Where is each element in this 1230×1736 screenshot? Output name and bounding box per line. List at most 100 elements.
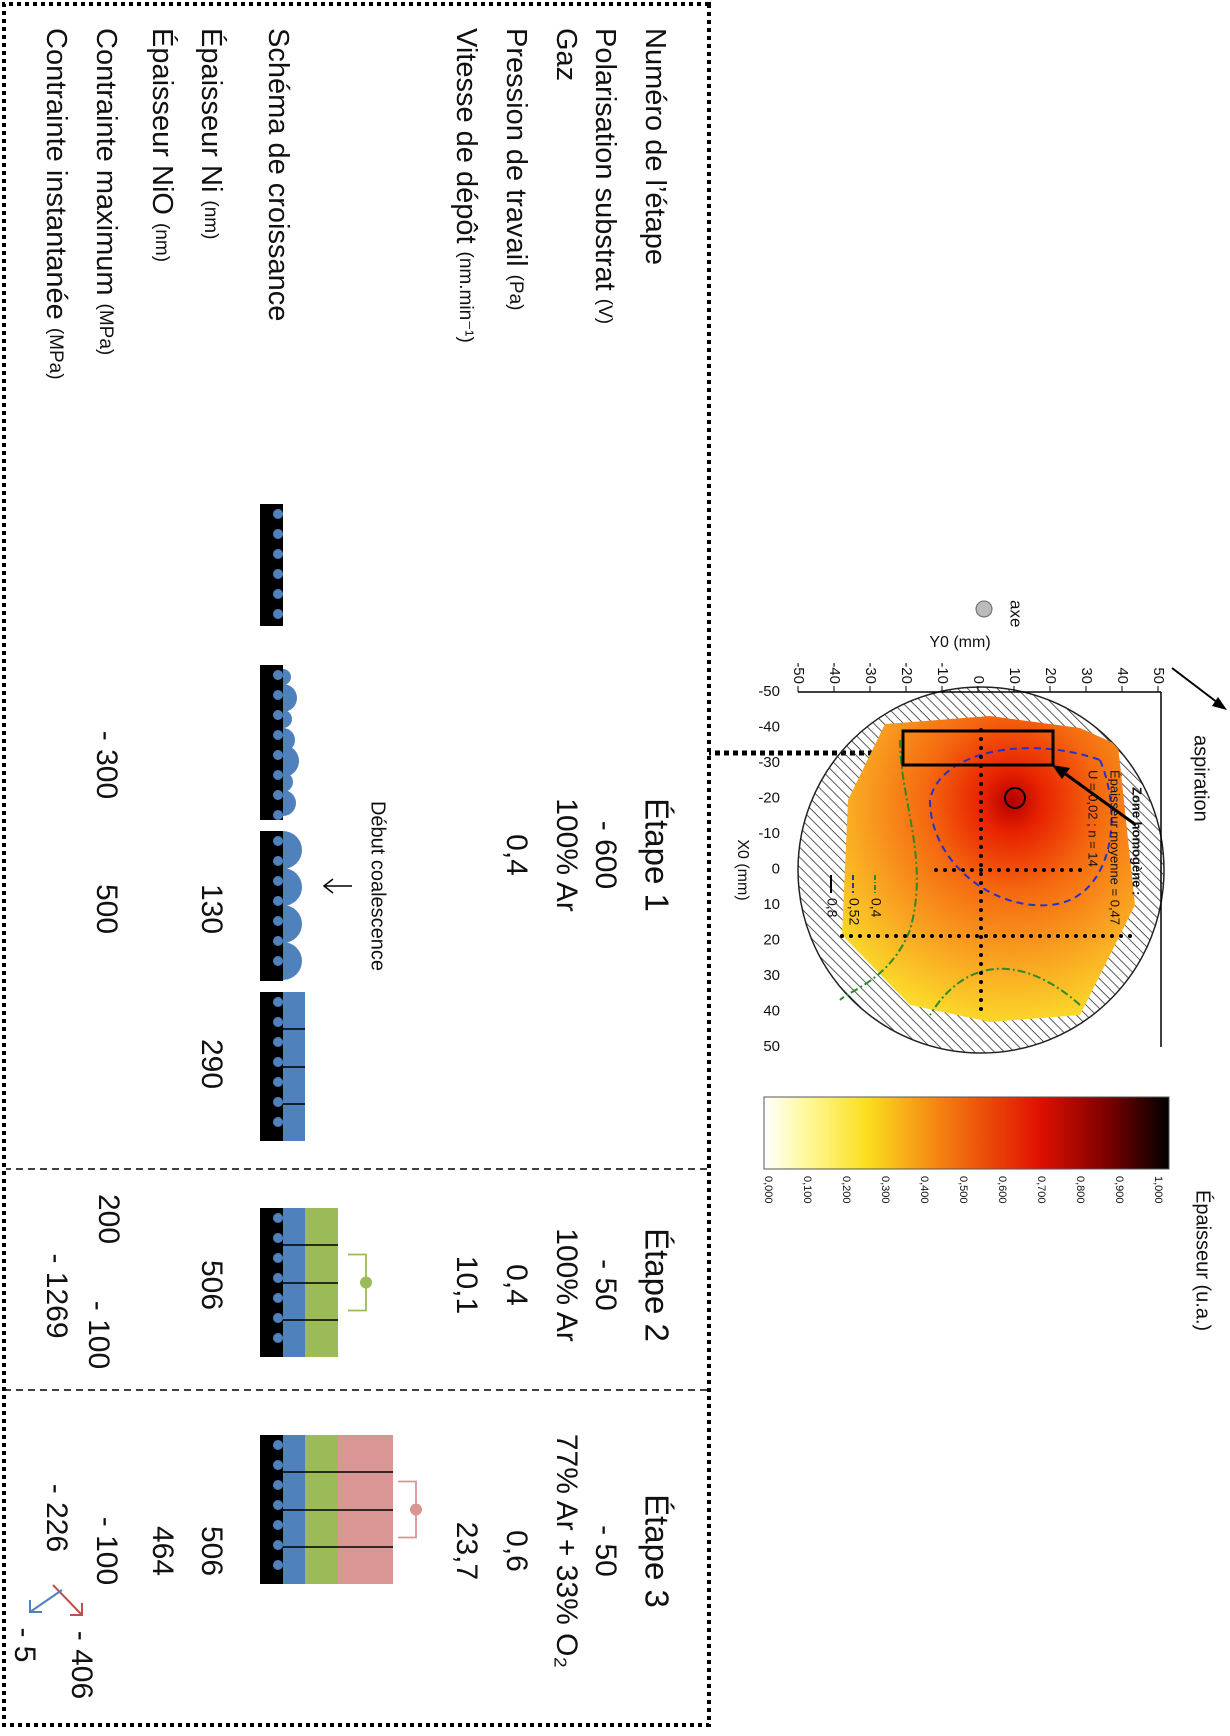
colorbar-tick: 0,000 (762, 1176, 774, 1204)
label-unit: (nm) (200, 200, 221, 239)
measure-point (1047, 934, 1051, 938)
measure-point (979, 917, 983, 921)
measure-point (979, 962, 983, 966)
colorbar-tick: 0,100 (801, 1176, 813, 1204)
label-text: Schéma de croissance (262, 28, 294, 321)
x-tick-label: 10 (763, 896, 780, 913)
arrow-head (1052, 765, 1070, 779)
label-text: Pression de travail (500, 28, 532, 267)
measure-point (840, 934, 844, 938)
contour-08 (1004, 787, 1026, 809)
measure-point (988, 868, 992, 872)
nucleus (273, 956, 283, 966)
x-tick-label: -10 (758, 825, 780, 842)
stress-inst: - 226 (40, 1484, 73, 1552)
zone-u: U = 0,02 ; n = 14 (1086, 770, 1101, 867)
arrow-head (70, 1603, 83, 1616)
row-label: Vitesse de dépôt (nm.min⁻¹) (450, 28, 482, 343)
row-label: Épaisseur Ni (nm) (195, 28, 228, 239)
x-tick-label: 40 (763, 1002, 780, 1019)
measure-point (858, 934, 862, 938)
label-unit: (MPa) (45, 328, 66, 380)
measure-point (952, 868, 956, 872)
legend-label: 0,8 (824, 898, 840, 918)
measure-point (894, 934, 898, 938)
vitesse: 23,7 (450, 1522, 483, 1580)
measure-point (1011, 934, 1015, 938)
measure-point (979, 868, 983, 872)
nucleus (273, 1313, 283, 1323)
island (283, 790, 296, 816)
measure-point (1020, 934, 1024, 938)
nucleus (273, 1460, 283, 1470)
measure-point (979, 836, 983, 840)
measure-point (979, 728, 983, 732)
arrow-head (1212, 697, 1227, 710)
measure-point (1065, 934, 1069, 938)
measure-point (1029, 934, 1033, 938)
island (283, 905, 302, 943)
stress-after: - 5 (8, 1627, 41, 1662)
x-tick-label: 0 (772, 860, 780, 877)
label-unit: (MPa) (95, 304, 116, 356)
y-tick-label: 40 (1114, 667, 1131, 684)
nucleus (273, 1520, 283, 1530)
gaz: 77% Ar + 33% O₂ (550, 1434, 583, 1668)
step-title: Étape 1 (638, 798, 675, 912)
measure-point (979, 926, 983, 930)
row-label: Contrainte maximum (MPa) (90, 28, 122, 355)
contour-052 (928, 747, 1113, 907)
gaz: 100% Ar (550, 1228, 583, 1341)
polarisation: - 600 (589, 821, 622, 889)
measure-point (979, 944, 983, 948)
measure-point (1110, 934, 1114, 938)
row-label: Numéro de l’étape (639, 28, 671, 265)
nucleus (273, 1500, 283, 1510)
nucleus (273, 876, 283, 886)
measure-point (993, 934, 997, 938)
y-tick-label: 0 (970, 676, 987, 684)
ni-thickness: 130 (195, 884, 228, 934)
y-tick-label: 10 (1006, 667, 1023, 684)
measure-point (1002, 934, 1006, 938)
coalescence-label: Début coalescence (367, 801, 389, 971)
pression: 0,4 (500, 1264, 533, 1306)
measure-point (1078, 868, 1082, 872)
island (283, 669, 291, 685)
measure-point (1051, 868, 1055, 872)
measure-point (979, 746, 983, 750)
nucleus (273, 810, 283, 820)
legend-label: 0,4 (868, 898, 884, 918)
y-tick-label: 30 (1078, 667, 1095, 684)
table-frame (2, 2, 711, 1727)
row-label: Contrainte instantanée (MPa) (40, 28, 72, 380)
label-text: Gaz (550, 28, 582, 81)
nucleus (273, 1037, 283, 1047)
measure-point (979, 980, 983, 984)
nucleus (273, 1273, 283, 1283)
x-tick-label: 50 (763, 1038, 780, 1055)
stress-arrow (52, 1584, 83, 1616)
island (283, 745, 299, 777)
label-text: Contrainte instantanée (40, 28, 72, 320)
nucleus (273, 609, 283, 619)
label-text: Numéro de l’étape (639, 28, 671, 265)
measure-point (876, 934, 880, 938)
nucleus (273, 509, 283, 519)
nucleus (273, 710, 283, 720)
measure-point (979, 989, 983, 993)
measure-point (930, 934, 934, 938)
x-tick-label: -30 (758, 754, 780, 771)
row-label: Pression de travail (Pa) (500, 28, 532, 310)
y-tick-label: -20 (898, 662, 915, 684)
nucleus (273, 1077, 283, 1087)
nucleus (273, 1057, 283, 1067)
nucleus (273, 730, 283, 740)
axe-label: axe (1007, 600, 1026, 627)
measure-point (1092, 934, 1096, 938)
measure-point (979, 764, 983, 768)
colorbar-tick: 0,800 (1074, 1176, 1086, 1204)
polarisation: - 50 (589, 1525, 622, 1577)
nucleus (273, 916, 283, 926)
